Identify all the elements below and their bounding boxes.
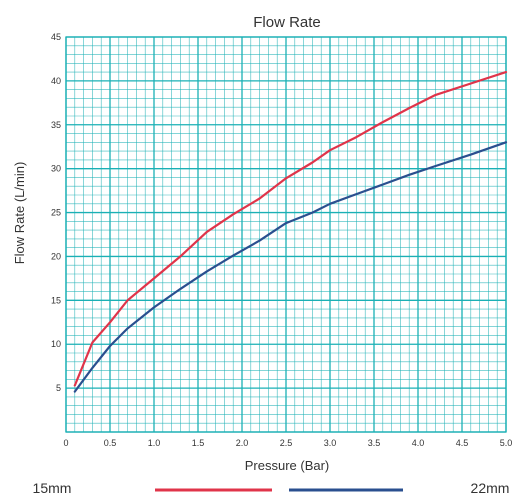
series-line-15mm bbox=[73, 70, 508, 387]
grid bbox=[65, 36, 507, 433]
chart-title: Flow Rate bbox=[253, 14, 321, 31]
x-tick-label: 1.5 bbox=[192, 438, 205, 448]
x-tick-label: 4.0 bbox=[412, 438, 425, 448]
x-tick-label: 0 bbox=[63, 438, 68, 448]
x-tick-label: 3.0 bbox=[324, 438, 337, 448]
y-tick-label: 30 bbox=[51, 164, 61, 174]
legend-label-22mm: 22mm bbox=[471, 480, 510, 496]
x-tick-label: 1.0 bbox=[148, 438, 161, 448]
y-tick-label: 25 bbox=[51, 208, 61, 218]
x-axis-ticks: 0 0.5 1.0 1.5 2.0 2.5 3.0 3.5 4.0 4.5 5.0 bbox=[63, 438, 512, 448]
y-axis-ticks: 5 10 15 20 25 30 35 40 45 bbox=[51, 32, 61, 393]
x-tick-label: 0.5 bbox=[104, 438, 117, 448]
y-axis-label: Flow Rate (L/min) bbox=[12, 162, 27, 265]
x-tick-label: 2.0 bbox=[236, 438, 249, 448]
y-tick-label: 20 bbox=[51, 251, 61, 261]
x-tick-label: 5.0 bbox=[500, 438, 513, 448]
plot-border bbox=[65, 36, 507, 433]
series-line-22mm bbox=[73, 141, 508, 393]
y-tick-label: 10 bbox=[51, 339, 61, 349]
y-tick-label: 40 bbox=[51, 76, 61, 86]
y-tick-label: 35 bbox=[51, 120, 61, 130]
y-tick-label: 15 bbox=[51, 295, 61, 305]
x-tick-label: 4.5 bbox=[456, 438, 469, 448]
x-tick-label: 3.5 bbox=[368, 438, 381, 448]
y-tick-label: 45 bbox=[51, 32, 61, 42]
x-tick-label: 2.5 bbox=[280, 438, 293, 448]
series-lines bbox=[73, 70, 508, 393]
y-tick-label: 5 bbox=[56, 383, 61, 393]
x-axis-label: Pressure (Bar) bbox=[245, 458, 330, 473]
legend-label-15mm: 15mm bbox=[33, 480, 72, 496]
